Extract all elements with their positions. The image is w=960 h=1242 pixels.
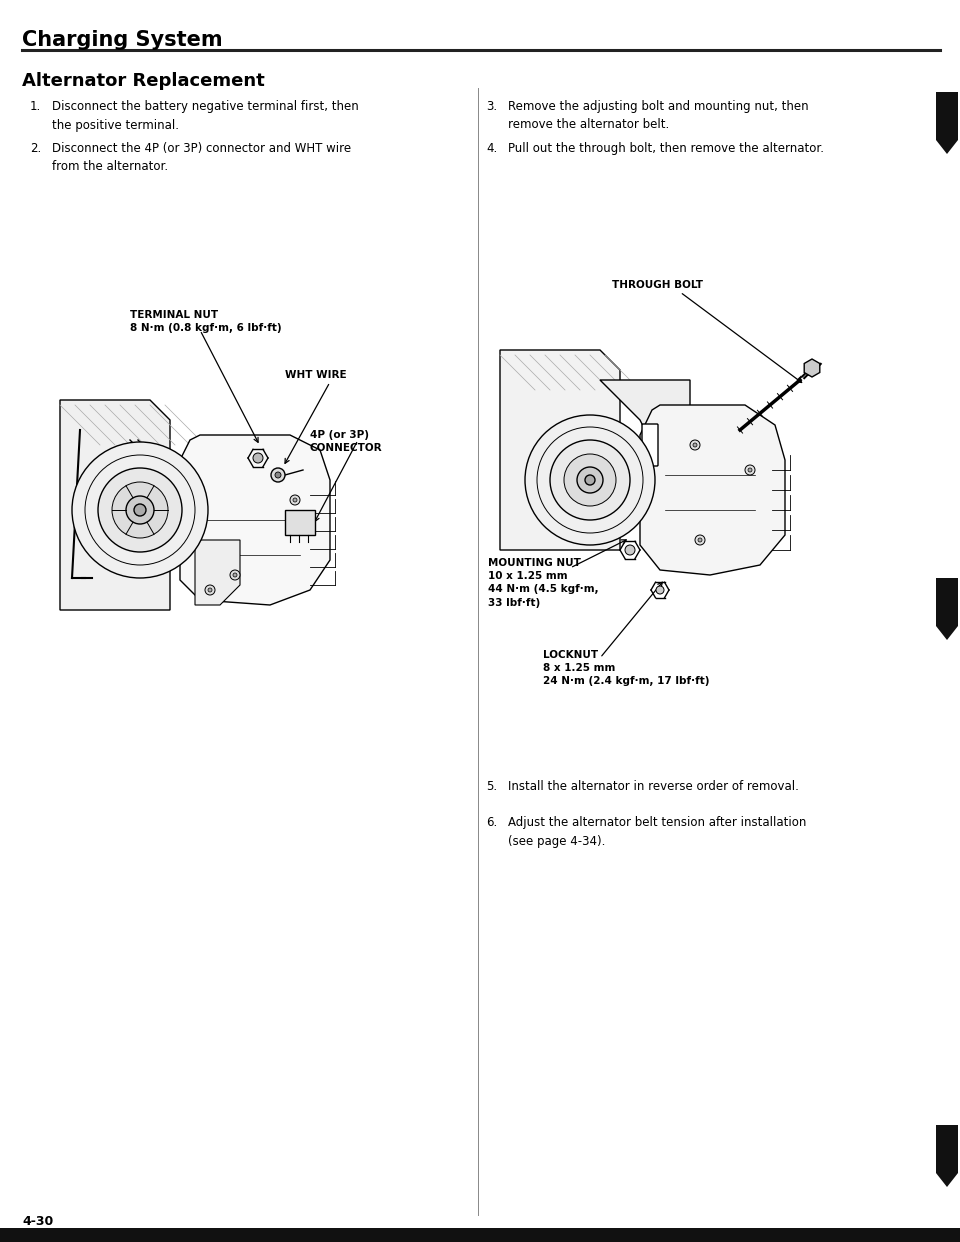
- Text: 4-30: 4-30: [22, 1215, 53, 1228]
- Text: Alternator Replacement: Alternator Replacement: [22, 72, 265, 89]
- Circle shape: [290, 496, 300, 505]
- Circle shape: [564, 455, 616, 505]
- Text: Charging System: Charging System: [22, 30, 223, 50]
- Circle shape: [698, 538, 702, 542]
- Text: 2.: 2.: [30, 142, 41, 155]
- Circle shape: [585, 474, 595, 484]
- Circle shape: [525, 415, 655, 545]
- Circle shape: [271, 468, 285, 482]
- Polygon shape: [500, 350, 620, 550]
- Circle shape: [748, 468, 752, 472]
- Circle shape: [230, 570, 240, 580]
- Circle shape: [693, 443, 697, 447]
- Text: Disconnect the 4P (or 3P) connector and WHT wire
from the alternator.: Disconnect the 4P (or 3P) connector and …: [52, 142, 351, 174]
- Text: 1.: 1.: [30, 101, 41, 113]
- Circle shape: [656, 586, 664, 594]
- Circle shape: [293, 498, 297, 502]
- Text: THROUGH BOLT: THROUGH BOLT: [612, 279, 703, 289]
- Circle shape: [205, 585, 215, 595]
- Circle shape: [690, 440, 700, 450]
- Text: LOCKNUT
8 x 1.25 mm
24 N·m (2.4 kgf·m, 17 lbf·ft): LOCKNUT 8 x 1.25 mm 24 N·m (2.4 kgf·m, 1…: [543, 650, 709, 687]
- FancyBboxPatch shape: [285, 510, 315, 535]
- Polygon shape: [195, 540, 240, 605]
- FancyBboxPatch shape: [642, 424, 658, 466]
- Polygon shape: [60, 400, 170, 610]
- Text: Remove the adjusting bolt and mounting nut, then
remove the alternator belt.: Remove the adjusting bolt and mounting n…: [508, 101, 808, 132]
- Text: www.carmanulpro.com: www.carmanulpro.com: [22, 1228, 126, 1237]
- Polygon shape: [640, 405, 785, 575]
- Circle shape: [745, 465, 755, 474]
- Text: 3.: 3.: [486, 101, 497, 113]
- Circle shape: [625, 545, 635, 555]
- Circle shape: [98, 468, 182, 551]
- Polygon shape: [180, 435, 330, 605]
- Polygon shape: [936, 92, 958, 154]
- Text: TERMINAL NUT
8 N·m (0.8 kgf·m, 6 lbf·ft): TERMINAL NUT 8 N·m (0.8 kgf·m, 6 lbf·ft): [130, 310, 281, 333]
- Text: Disconnect the battery negative terminal first, then
the positive terminal.: Disconnect the battery negative terminal…: [52, 101, 359, 132]
- Text: Pull out the through bolt, then remove the alternator.: Pull out the through bolt, then remove t…: [508, 142, 824, 155]
- Circle shape: [550, 440, 630, 520]
- Text: 6.: 6.: [486, 816, 497, 828]
- Circle shape: [208, 587, 212, 592]
- Polygon shape: [936, 1125, 958, 1187]
- Circle shape: [253, 453, 263, 463]
- Circle shape: [134, 504, 146, 515]
- Text: 4P (or 3P)
CONNECTOR: 4P (or 3P) CONNECTOR: [310, 430, 383, 453]
- Circle shape: [577, 467, 603, 493]
- Circle shape: [126, 496, 154, 524]
- Circle shape: [275, 472, 281, 478]
- Circle shape: [112, 482, 168, 538]
- Circle shape: [695, 535, 705, 545]
- Text: Adjust the alternator belt tension after installation
(see page 4-34).: Adjust the alternator belt tension after…: [508, 816, 806, 847]
- Circle shape: [233, 573, 237, 578]
- Text: carmanualsonline.info: carmanualsonline.info: [660, 1228, 776, 1238]
- Text: 5.: 5.: [486, 780, 497, 792]
- Text: 4.: 4.: [486, 142, 497, 155]
- FancyBboxPatch shape: [0, 1228, 960, 1242]
- Circle shape: [72, 442, 208, 578]
- Polygon shape: [600, 380, 690, 505]
- Text: WHT WIRE: WHT WIRE: [285, 370, 347, 380]
- Polygon shape: [936, 578, 958, 640]
- Text: Install the alternator in reverse order of removal.: Install the alternator in reverse order …: [508, 780, 799, 792]
- FancyBboxPatch shape: [161, 465, 175, 501]
- Polygon shape: [804, 359, 820, 378]
- Text: MOUNTING NUT
10 x 1.25 mm
44 N·m (4.5 kgf·m,
33 lbf·ft): MOUNTING NUT 10 x 1.25 mm 44 N·m (4.5 kg…: [488, 558, 599, 607]
